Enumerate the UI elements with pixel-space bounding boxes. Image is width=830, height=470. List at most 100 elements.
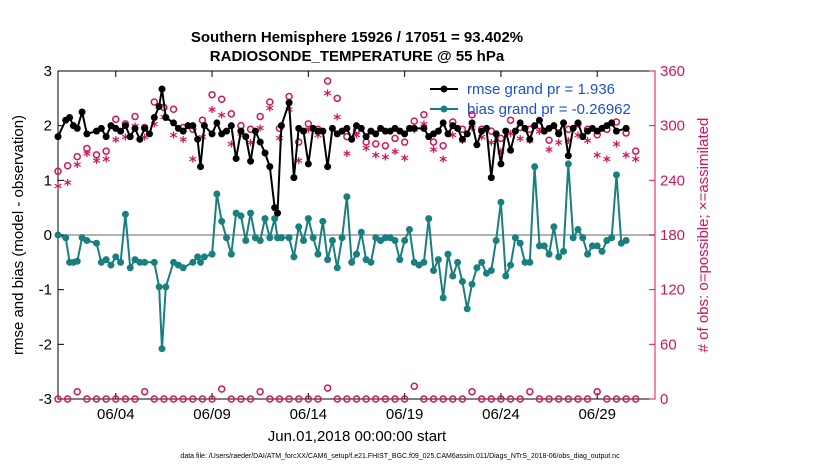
obs_assimilated-marker: *	[218, 109, 226, 127]
bias-point	[593, 242, 601, 250]
rmse-point	[117, 127, 125, 135]
obs_possible-marker	[54, 167, 62, 175]
bias-point	[237, 212, 245, 220]
obs_possible-marker	[150, 98, 159, 106]
obs_possible-marker	[323, 77, 332, 85]
obs_low_possible-marker	[603, 395, 611, 403]
y-left-tick-label: -3	[39, 391, 52, 408]
rmse-point	[126, 133, 134, 141]
y-right-tick-label: 300	[660, 118, 685, 135]
obs_low_possible-marker	[381, 395, 390, 403]
bias-point	[584, 250, 592, 258]
obs_assimilated-marker: *	[324, 87, 332, 105]
rmse-point	[324, 163, 332, 171]
rmse-point	[97, 124, 105, 132]
obs_low_possible-marker	[102, 395, 110, 403]
rmse-point	[150, 113, 158, 121]
obs_assimilated-marker: *	[247, 136, 255, 154]
bias-point	[405, 226, 413, 234]
obs_assimilated-marker: *	[314, 129, 322, 147]
bias-point	[304, 215, 312, 223]
obs_low_possible-marker	[285, 395, 293, 403]
rmse-point	[560, 119, 568, 127]
obs_assimilated-marker: *	[555, 136, 563, 154]
bias-point	[179, 264, 187, 272]
bias-point	[121, 210, 129, 218]
bias-point	[290, 253, 298, 261]
obs_assimilated-marker: *	[449, 129, 457, 147]
bias-point	[285, 234, 293, 242]
rmse-point	[162, 113, 170, 121]
rmse-point	[197, 163, 205, 171]
rmse-point	[184, 122, 192, 130]
bias-point	[612, 171, 620, 179]
rmse-point	[362, 133, 370, 141]
obs_low_possible-marker	[631, 395, 640, 403]
obs_assimilated-marker: *	[516, 132, 524, 150]
rmse-point	[444, 130, 452, 138]
rmse-point	[314, 127, 322, 135]
y-axis-left-label: rmse and bias (model - observation)	[10, 115, 27, 355]
obs_low_possible-marker	[92, 395, 101, 403]
rmse-point	[516, 119, 524, 127]
rmse-point	[300, 127, 308, 135]
obs_assimilated-marker: *	[333, 110, 341, 128]
rmse-point	[579, 133, 587, 141]
bias-point	[492, 236, 500, 244]
obs_assimilated-marker: *	[208, 103, 216, 121]
obs_low_possible-marker	[391, 395, 399, 403]
obs_possible-marker	[266, 98, 274, 106]
obs_assimilated-marker: *	[410, 123, 418, 141]
obs_low_possible-marker	[160, 395, 168, 403]
bias-point	[324, 256, 332, 264]
obs_low_possible-marker	[554, 395, 563, 403]
obs_low_possible-marker	[362, 395, 370, 403]
x-ticks: 06/04 06/09 06/14 06/19 06/24 06/29	[97, 71, 616, 423]
rmse-point	[247, 157, 255, 165]
obs_low_possible-marker	[189, 395, 197, 403]
obs_assimilated-marker: *	[372, 149, 380, 167]
bias-point	[158, 345, 166, 353]
obs_assimilated-marker: *	[227, 138, 235, 156]
rmse-point	[256, 138, 264, 146]
obs_possible-marker	[73, 152, 82, 161]
bias-point	[338, 234, 346, 242]
bias-point	[487, 267, 495, 275]
obs_assimilated-marker: *	[304, 123, 312, 141]
rmse-point	[531, 122, 539, 130]
obs_low_possible-marker	[372, 395, 380, 403]
rmse-point	[200, 122, 208, 130]
rmse-point	[251, 127, 259, 135]
rmse-point	[434, 127, 442, 135]
obs_assimilated-marker: *	[391, 145, 399, 163]
obs_low_possible-marker	[410, 382, 419, 390]
obs_low_possible-marker	[400, 395, 409, 403]
bias-point	[449, 272, 457, 280]
rmse-point	[266, 163, 274, 171]
obs_assimilated-marker: *	[381, 150, 389, 168]
obs_possible-marker	[391, 134, 399, 143]
y-left-tick-label: -2	[39, 336, 52, 353]
bias-point	[535, 242, 543, 250]
obs_assimilated-marker: *	[497, 145, 505, 163]
chart-subtitle: RADIOSONDE_TEMPERATURE @ 55 hPa	[210, 48, 505, 65]
bias-point	[560, 247, 568, 255]
obs_possible-marker	[112, 115, 120, 124]
rmse-point	[208, 130, 216, 138]
rmse-point	[574, 119, 582, 127]
obs_low_possible-marker	[198, 395, 207, 403]
y-left-tick-label: 3	[44, 63, 52, 80]
obs_possible-marker	[400, 138, 409, 146]
data-file-footer: data file: /Users/raeder/DAI/ATM_forcXX/…	[180, 453, 620, 460]
obs_low_possible-marker	[468, 387, 476, 396]
bias-point	[357, 228, 365, 236]
obs_assimilated-marker: *	[593, 149, 601, 167]
bias-point	[497, 198, 505, 206]
rmse-point	[271, 204, 279, 212]
obs_assimilated-marker: *	[170, 129, 178, 147]
bias-point	[348, 258, 356, 266]
obs_assimilated-marker: *	[487, 136, 495, 154]
bias-point	[511, 234, 519, 242]
obs_possible-marker	[381, 141, 390, 150]
obs_assimilated-marker: *	[545, 143, 553, 161]
